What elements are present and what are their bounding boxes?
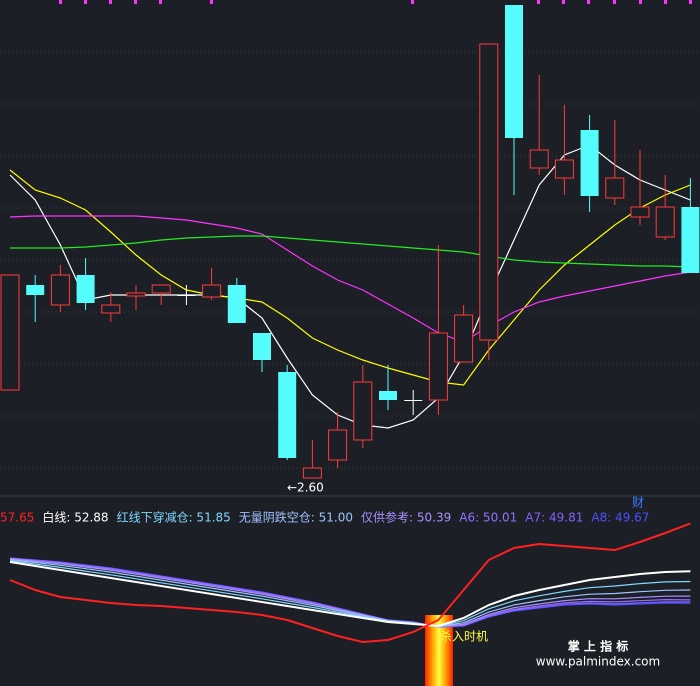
candle-body: [76, 275, 95, 303]
low-label: ←2.60: [287, 481, 324, 495]
candle-body: [0, 274, 20, 391]
candle-body: [505, 5, 523, 138]
top-markers: [59, 0, 692, 4]
marker-dot: [59, 0, 62, 4]
marker-dot: [537, 0, 540, 4]
marker-dot: [134, 0, 137, 4]
candle-body: [630, 206, 650, 218]
candle-body: [605, 177, 625, 199]
legend-entry: A8: 49.67: [591, 511, 649, 525]
marker-dot: [210, 0, 213, 4]
marker-dot: [639, 0, 642, 4]
candle-body: [177, 295, 196, 296]
candle-body: [227, 285, 246, 323]
candle-body: [479, 43, 499, 341]
candle-body: [278, 372, 297, 458]
watermark-url: www.palmindex.com: [536, 655, 660, 669]
candle-body: [580, 130, 599, 196]
candle-body: [126, 292, 146, 297]
legend-entry: 无量阴跌空仓: 51.00: [239, 510, 353, 525]
legend-entry: 白线: 52.88: [42, 510, 108, 525]
moving-average: [9, 215, 691, 343]
signal-label: 杀入时机: [440, 629, 488, 644]
indicator-panel: [9, 522, 691, 644]
moving-average: [9, 144, 691, 429]
price-panel: [0, 5, 700, 479]
candle-body: [681, 207, 700, 273]
candle-body: [101, 304, 121, 314]
candle-body: [428, 332, 448, 401]
candle-body: [50, 274, 70, 306]
candle-body: [26, 285, 45, 295]
candle-body: [202, 284, 222, 298]
candle-body: [529, 149, 549, 169]
candle-body: [404, 400, 423, 401]
marker-dot: [587, 0, 590, 4]
candle-body: [353, 381, 373, 441]
legend: 57.65 白线: 52.88 红线下穿减仓: 51.85 无量阴跌空仓: 51.00…: [0, 510, 649, 525]
marker-dot: [84, 0, 87, 4]
indicator-line: [9, 561, 691, 628]
candle-body: [253, 333, 271, 360]
candle-body: [454, 314, 474, 363]
candle-body: [328, 429, 348, 461]
indicator-line: [9, 558, 691, 628]
marker-dot: [613, 0, 616, 4]
legend-entry: A6: 50.01: [459, 511, 517, 525]
marker-dot: [562, 0, 565, 4]
indicator-line: [9, 559, 691, 628]
candle-body: [655, 206, 675, 238]
marker-dot: [689, 0, 692, 4]
indicator-line: [9, 522, 691, 644]
marker-dot: [109, 0, 112, 4]
marker-dot: [411, 0, 414, 4]
legend-entry: 仅供参考: 50.39: [361, 510, 451, 525]
marker-dot: [664, 0, 667, 4]
moving-average: [10, 235, 691, 268]
legend-entry: A7: 49.81: [525, 511, 583, 525]
indicator-line: [9, 560, 691, 627]
marker-dot: [159, 0, 162, 4]
candle-body: [554, 159, 574, 179]
legend-entry: 红线下穿减仓: 51.85: [117, 510, 231, 525]
marker-label: 财: [632, 496, 644, 510]
candle-body: [151, 284, 171, 294]
watermark-title: 掌 上 指 标: [568, 639, 629, 654]
candle-body: [379, 391, 397, 400]
legend-entry: 57.65: [0, 511, 34, 525]
candle-body: [302, 467, 322, 479]
